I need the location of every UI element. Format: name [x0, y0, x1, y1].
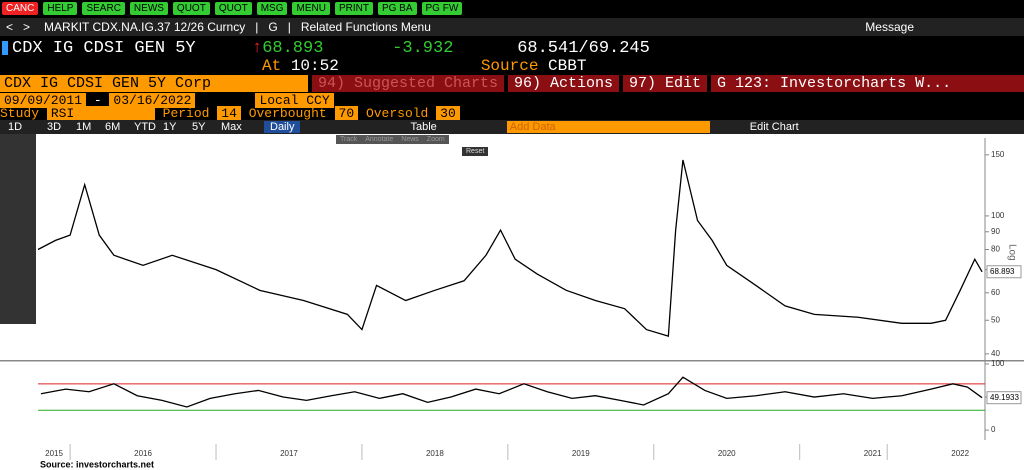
y-tick-label: 90 [991, 227, 1000, 236]
actions[interactable]: 96) Actions [508, 75, 620, 92]
start[interactable]: 09/09/2011 [0, 92, 87, 108]
y-tick-label: 40 [991, 349, 1000, 358]
nav-bar: < > MARKIT CDX.NA.IG.37 12/26 Curncy | G | … [0, 18, 1024, 36]
last-label: 49.1933 [990, 393, 1019, 402]
g[interactable]: G [268, 20, 278, 34]
source: Source: investorcharts.net [40, 459, 154, 469]
ob-l: Overbought [248, 106, 327, 121]
period[interactable]: 6M [105, 121, 121, 133]
x-tick-label: 2016 [134, 449, 152, 458]
period[interactable]: 3D [47, 121, 62, 133]
table[interactable]: Table [410, 121, 437, 133]
x-tick-label: 2015 [45, 449, 63, 458]
fn-button[interactable]: SEARC [82, 2, 125, 15]
os[interactable]: 30 [436, 106, 460, 121]
security: CDX IG CDSI GEN 5Y Corp [0, 75, 308, 92]
time: 10:52 [290, 57, 339, 75]
y-tick-label: 0 [991, 425, 996, 434]
ticker: MARKIT CDX.NA.IG.37 12/26 Curncy [44, 20, 246, 34]
period[interactable]: 1Y [163, 121, 177, 133]
fwd[interactable]: > [23, 20, 31, 34]
x-tick-label: 2022 [951, 449, 969, 458]
page[interactable]: G 123: Investorcharts W... [711, 75, 1024, 92]
q-name: CDX IG CDSI GEN 5Y [12, 38, 196, 58]
back[interactable]: < [6, 20, 14, 34]
range-bar: 09/09/2011 - 03/16/2022 Local CCY [0, 92, 1024, 108]
y-tick-label: 80 [991, 245, 1000, 254]
period[interactable]: Max [221, 121, 242, 133]
popup-item[interactable]: Track [340, 136, 358, 143]
line [40, 376, 983, 408]
y-tick-label: 150 [991, 150, 1005, 159]
src-l: Source [480, 57, 539, 75]
suggested[interactable]: 94) Suggested Charts [312, 75, 504, 92]
quote2: At 10:52 Source CBBT [0, 57, 1024, 75]
study[interactable]: RSI [46, 106, 155, 121]
os-l: Oversold [365, 106, 429, 121]
study-l: Study [0, 106, 40, 121]
y-tick-label: 100 [991, 359, 1005, 368]
popup-item[interactable]: Zoom [426, 136, 445, 143]
y-tick-label: 60 [991, 288, 1000, 297]
period[interactable]: 5Y [192, 121, 206, 133]
last-box [986, 265, 1022, 279]
toolbar-popup: Track Annotate News Zoom Reset [336, 135, 489, 156]
ccy[interactable]: Local CCY [255, 92, 334, 108]
q-ask: 69.245 [588, 38, 650, 58]
q-chg: -3.932 [392, 38, 454, 58]
add-data[interactable]: Add Data [506, 121, 710, 133]
q-bid: 68.541 [517, 38, 579, 58]
ob[interactable]: 70 [334, 106, 359, 121]
popup-item[interactable]: News [401, 136, 419, 143]
x-tick-label: 2018 [426, 449, 444, 458]
log-label: Log [1006, 244, 1017, 261]
period[interactable]: 1D [8, 121, 23, 133]
end[interactable]: 03/16/2022 [109, 92, 196, 108]
x-tick-label: 2021 [864, 449, 882, 458]
fn-button[interactable]: QUOT [172, 2, 210, 15]
fn-button[interactable]: QUOT [214, 2, 252, 15]
q-last: 68.893 [262, 38, 324, 58]
period[interactable]: 1M [76, 121, 92, 133]
popup-item[interactable]: Annotate [365, 136, 394, 143]
study-bar: Study RSI Period 14 Overbought 70 Overso… [0, 106, 1024, 121]
quote: CDX IG CDSI GEN 5Y ↑ 68.893 -3.932 68.541… [0, 38, 1024, 58]
last-label: 68.893 [990, 267, 1015, 276]
x-tick-label: 2019 [572, 449, 590, 458]
fn-button[interactable]: PRINT [334, 2, 373, 15]
fn-button[interactable]: MSG [256, 2, 288, 15]
fn-button[interactable]: MENU [292, 2, 330, 15]
popup-item[interactable]: Reset [462, 147, 489, 156]
x-tick-label: 2017 [280, 449, 298, 458]
at: At [262, 57, 282, 75]
chart: Source: investorcharts.net Log 405060708… [0, 134, 1024, 470]
period[interactable]: YTD [134, 121, 156, 133]
fn-button[interactable]: CANC [2, 2, 39, 15]
fn-button[interactable]: HELP [43, 2, 78, 15]
freq[interactable]: Daily [264, 121, 301, 133]
y-tick-label: 50 [991, 315, 1000, 324]
fn-button[interactable]: NEWS [129, 2, 168, 15]
period-l: Period [162, 106, 210, 121]
fn-button[interactable]: PG FW [421, 2, 463, 15]
menu-bar: CDX IG CDSI GEN 5Y Corp 94) Suggested Ch… [0, 75, 1024, 92]
x-tick-label: 2020 [718, 449, 736, 458]
last-box [986, 391, 1022, 405]
edit-chart[interactable]: Edit Chart [749, 121, 799, 133]
fn-button[interactable]: PG BA [377, 2, 417, 15]
y-tick-label: 100 [991, 211, 1005, 220]
period[interactable]: 14 [217, 106, 241, 121]
src: CBBT [548, 57, 587, 75]
message[interactable]: Message [865, 20, 914, 34]
period-bar: 1D 3D 1M 6M YTD 1Y 5Y Max Daily Table Add Data E… [0, 120, 1024, 134]
edit[interactable]: 97) Edit [623, 75, 708, 92]
line [37, 159, 983, 337]
function-bar: CANC HELP SEARC NEWS QUOT QUOT MSG MENU PRINT PG … [0, 0, 1024, 17]
related[interactable]: Related Functions Menu [300, 20, 431, 34]
